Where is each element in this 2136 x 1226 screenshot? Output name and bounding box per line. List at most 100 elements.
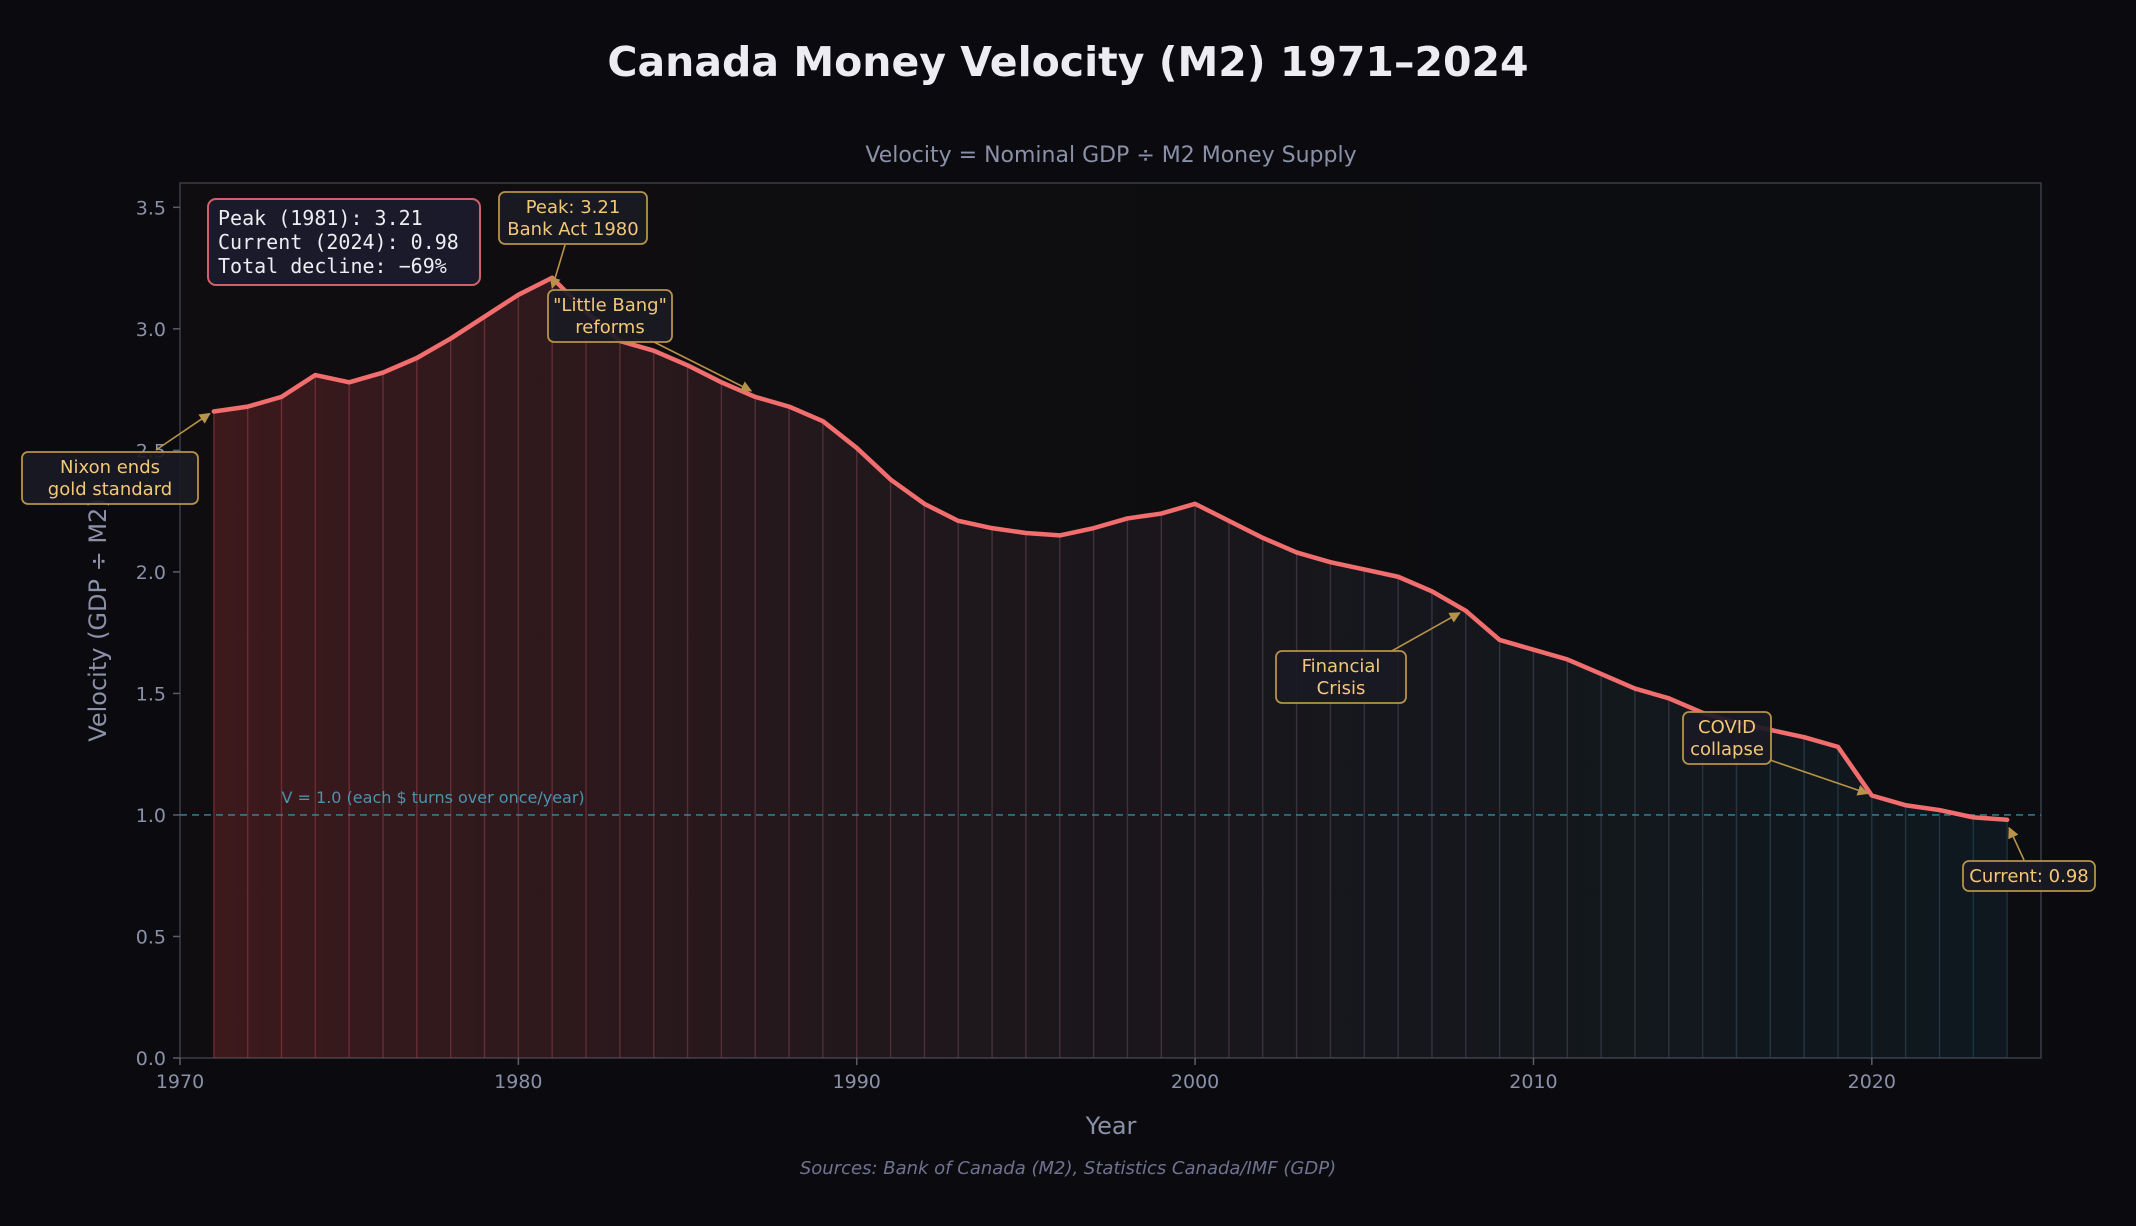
annotation-text-peak-1: Bank Act 1980: [507, 219, 638, 240]
data-point-1978: [448, 336, 453, 341]
data-point-1975: [347, 380, 352, 385]
data-point-2005: [1362, 567, 1367, 572]
annotation-text-crisis-0: Financial: [1302, 656, 1381, 677]
data-point-1996: [1057, 533, 1062, 538]
stats-box: Peak (1981): 3.21 Current (2024): 0.98 T…: [207, 198, 481, 286]
data-point-1971: [211, 409, 216, 414]
annotation-arrow-nixon: [155, 412, 211, 451]
data-point-1984: [651, 348, 656, 353]
data-point-2008: [1463, 608, 1468, 613]
annotation-littlebang: "Little Bang"reforms: [547, 289, 753, 392]
data-point-2023: [1971, 815, 1976, 820]
velocity-area-fill: [213, 277, 2008, 1059]
data-point-2021: [1903, 803, 1908, 808]
data-point-2012: [1599, 671, 1604, 676]
annotation-text-covid-0: COVID: [1698, 717, 1756, 738]
data-point-1974: [313, 373, 318, 378]
annotation-text-crisis-1: Crisis: [1317, 678, 1366, 699]
data-point-1973: [279, 394, 284, 399]
annotation-text-peak-0: Peak: 3.21: [526, 197, 621, 218]
annotation-box-current: [1962, 860, 2096, 892]
data-point-2019: [1835, 744, 1840, 749]
data-point-1979: [482, 314, 487, 319]
data-point-1980: [516, 292, 521, 297]
annotation-text-current-0: Current: 0.98: [1969, 866, 2088, 887]
data-point-2013: [1632, 686, 1637, 691]
y-tick-label-0.0: 0.0: [136, 1048, 166, 1070]
y-tick-label-1.5: 1.5: [136, 683, 166, 705]
x-tick-label-2000: 2000: [1171, 1071, 1219, 1093]
x-tick-label-1980: 1980: [494, 1071, 542, 1093]
data-point-2024: [2005, 817, 2010, 822]
area-fill-layer: [213, 277, 2008, 1059]
data-point-1997: [1091, 526, 1096, 531]
annotation-text-littlebang-1: reforms: [575, 317, 644, 338]
annotation-box-covid: [1682, 711, 1772, 765]
x-axis-label: Year: [1085, 1112, 1137, 1140]
data-point-1999: [1159, 511, 1164, 516]
y-tick-label-1.0: 1.0: [136, 805, 166, 827]
annotation-arrow-littlebang: [649, 339, 753, 392]
data-point-2014: [1666, 696, 1671, 701]
data-point-1998: [1125, 516, 1130, 521]
x-tick-label-1970: 1970: [156, 1071, 204, 1093]
data-point-1992: [922, 501, 927, 506]
annotation-text-nixon-0: Nixon ends: [60, 457, 160, 478]
data-point-1985: [685, 363, 690, 368]
annotation-text-littlebang-0: "Little Bang": [553, 295, 667, 316]
annotation-text-covid-1: collapse: [1690, 739, 1764, 760]
data-point-2001: [1226, 518, 1231, 523]
data-point-1989: [820, 419, 825, 424]
data-point-1972: [245, 404, 250, 409]
annotation-box-littlebang: [547, 289, 673, 343]
data-point-2004: [1328, 560, 1333, 565]
stats-current: Current (2024): 0.98: [218, 230, 459, 254]
annotation-arrow-crisis: [1389, 612, 1461, 653]
data-point-2022: [1937, 808, 1942, 813]
annotation-arrow-current: [2008, 826, 2025, 861]
data-point-1986: [719, 380, 724, 385]
data-point-2003: [1294, 550, 1299, 555]
data-point-1994: [990, 526, 995, 531]
x-tick-label-1990: 1990: [833, 1071, 881, 1093]
year-drop-lines: [213, 277, 2008, 1058]
data-point-2002: [1260, 535, 1265, 540]
stats-decline: Total decline: −69%: [218, 254, 447, 278]
chart-title: Canada Money Velocity (M2) 1971–2024: [607, 38, 1528, 86]
y-tick-label-2.0: 2.0: [136, 562, 166, 584]
data-point-1981: [550, 275, 555, 280]
data-point-2018: [1802, 735, 1807, 740]
data-point-1995: [1023, 531, 1028, 535]
data-point-2020: [1869, 793, 1874, 798]
data-point-1988: [787, 404, 792, 409]
x-tick-label-2010: 2010: [1509, 1071, 1557, 1093]
stats-peak: Peak (1981): 3.21: [218, 206, 423, 230]
reference-line-label: V = 1.0 (each $ turns over once/year): [282, 788, 585, 807]
data-point-1991: [888, 477, 893, 482]
data-point-2006: [1396, 574, 1401, 579]
data-point-1976: [381, 370, 386, 375]
reference-line-layer: V = 1.0 (each $ turns over once/year): [180, 788, 2041, 816]
data-point-2010: [1531, 647, 1536, 652]
y-tick-label-3.0: 3.0: [136, 319, 166, 341]
y-tick-label-3.5: 3.5: [136, 197, 166, 219]
x-tick-label-2020: 2020: [1848, 1071, 1896, 1093]
y-axis-label: Velocity (GDP ÷ M2): [84, 498, 112, 741]
annotation-text-nixon-1: gold standard: [48, 479, 172, 500]
data-point-2011: [1565, 657, 1570, 662]
data-point-2000: [1193, 501, 1198, 506]
source-note: Sources: Bank of Canada (M2), Statistics…: [800, 1158, 1336, 1179]
chart-subtitle: Velocity = Nominal GDP ÷ M2 Money Supply: [865, 143, 1356, 168]
data-point-1977: [414, 356, 419, 360]
data-point-2007: [1429, 589, 1434, 594]
data-point-1987: [753, 394, 758, 399]
data-point-1990: [854, 445, 859, 450]
annotation-current: Current: 0.98: [1962, 826, 2096, 892]
annotation-box-nixon: [21, 451, 199, 505]
